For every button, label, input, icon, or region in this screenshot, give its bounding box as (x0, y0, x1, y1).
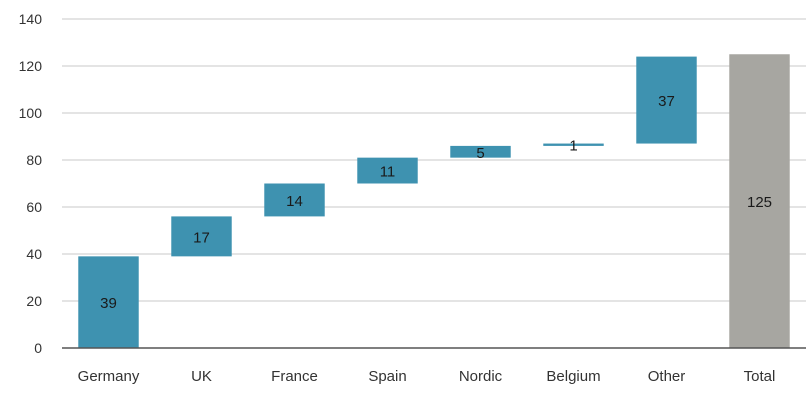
y-tick-label: 20 (26, 293, 42, 309)
x-category-label: Germany (78, 368, 140, 385)
x-category-label: UK (191, 368, 212, 385)
x-axis-categories: Germany UK France Spain Nordic Belgium Other To… (78, 368, 776, 385)
data-label: 5 (476, 145, 484, 162)
x-category-label: Nordic (459, 368, 503, 385)
y-tick-label: 140 (19, 11, 43, 27)
y-tick-label: 120 (19, 58, 43, 74)
x-category-label: France (271, 368, 318, 385)
bar-other (636, 56, 697, 144)
bar-spain (357, 157, 418, 184)
bar-uk (171, 216, 232, 257)
y-tick-label: 100 (19, 105, 43, 121)
data-label: 1 (569, 138, 577, 155)
data-label: 14 (286, 193, 303, 210)
bar-belgium (543, 143, 604, 146)
data-label: 11 (380, 164, 396, 181)
data-label: 125 (747, 194, 772, 211)
y-tick-label: 80 (26, 152, 42, 168)
data-labels: 39 17 14 11 5 1 37 125 (100, 93, 772, 312)
x-category-label: Spain (368, 368, 406, 385)
x-category-label: Belgium (546, 368, 600, 385)
y-tick-label: 0 (34, 340, 42, 356)
data-label: 37 (658, 93, 675, 110)
bars (78, 54, 790, 348)
y-tick-label: 40 (26, 246, 42, 262)
data-label: 17 (193, 229, 210, 246)
x-category-label: Total (744, 368, 776, 385)
y-tick-label: 60 (26, 199, 42, 215)
bar-total (729, 54, 790, 348)
bar-nordic (450, 145, 511, 158)
data-label: 39 (100, 295, 117, 312)
x-category-label: Other (648, 368, 686, 385)
bar-france (264, 183, 325, 217)
y-axis-ticks: 0 20 40 60 80 100 120 140 (19, 11, 43, 356)
bar-germany (78, 256, 139, 348)
